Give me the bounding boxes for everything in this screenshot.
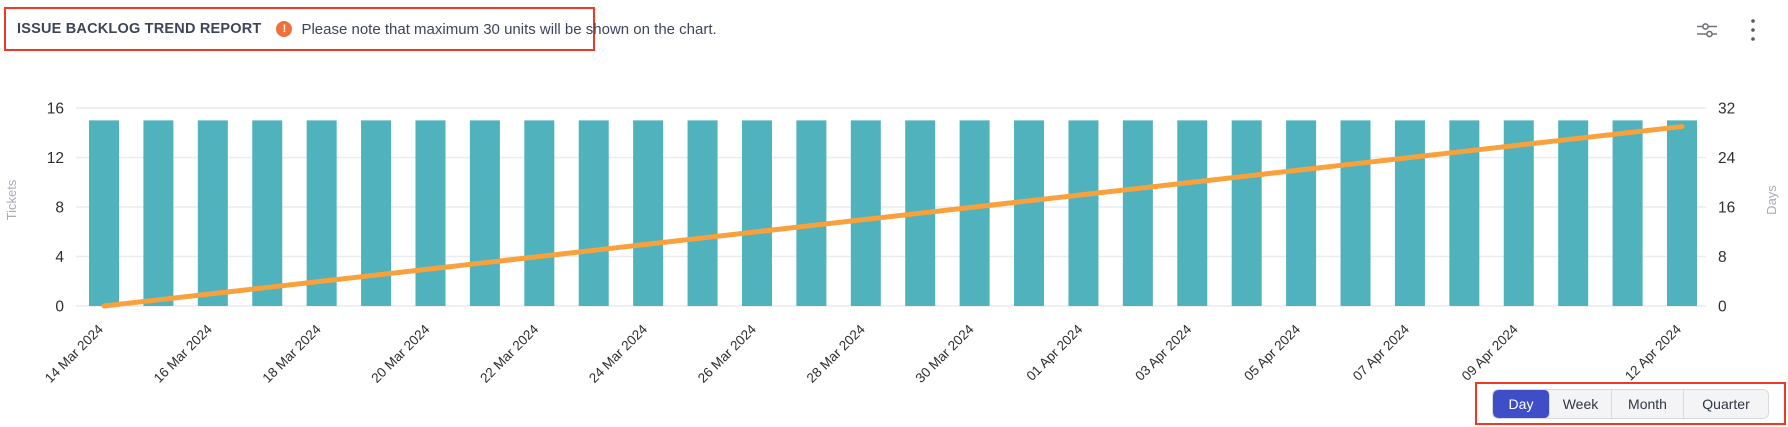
backlog-trend-chart: 0 4 8 12 16 0 8 16 24 32 Tickets Days 14 Mar 2024 16 … — [4, 101, 1779, 386]
bar[interactable] — [796, 120, 827, 306]
svg-text:8: 8 — [55, 200, 64, 217]
bar[interactable] — [524, 120, 555, 306]
bar[interactable] — [741, 120, 772, 306]
bar[interactable] — [1558, 120, 1589, 306]
svg-text:4: 4 — [55, 249, 64, 266]
max-units-note: Please note that maximum 30 units will b… — [301, 20, 717, 38]
svg-text:24: 24 — [1718, 150, 1736, 167]
bar[interactable] — [850, 120, 881, 306]
report-header: ISSUE BACKLOG TREND REPORT ! Please note… — [4, 7, 717, 51]
svg-text:05 Apr 2024: 05 Apr 2024 — [1241, 321, 1303, 383]
bar[interactable] — [306, 120, 337, 306]
svg-text:28 Mar 2024: 28 Mar 2024 — [804, 321, 869, 386]
bar[interactable] — [89, 120, 119, 306]
svg-text:30 Mar 2024: 30 Mar 2024 — [913, 321, 978, 386]
bar[interactable] — [1667, 120, 1697, 306]
bar[interactable] — [143, 120, 174, 306]
period-switcher-annotation: Day Week Month Quarter — [1475, 382, 1786, 425]
svg-text:0: 0 — [1718, 299, 1727, 316]
svg-text:22 Mar 2024: 22 Mar 2024 — [477, 321, 542, 386]
svg-text:12: 12 — [47, 150, 64, 167]
bar[interactable] — [1612, 120, 1643, 306]
bar[interactable] — [1068, 120, 1099, 306]
left-axis-ticks: 0 4 8 12 16 — [47, 101, 65, 316]
period-switcher: Day Week Month Quarter — [1492, 388, 1769, 419]
bar[interactable] — [1394, 120, 1425, 306]
svg-text:18 Mar 2024: 18 Mar 2024 — [260, 321, 325, 386]
svg-text:01 Apr 2024: 01 Apr 2024 — [1023, 321, 1085, 383]
svg-text:12 Apr 2024: 12 Apr 2024 — [1622, 321, 1684, 383]
svg-text:0: 0 — [55, 299, 64, 316]
bar[interactable] — [469, 120, 500, 306]
right-axis-ticks: 0 8 16 24 32 — [1718, 101, 1736, 316]
period-quarter-button[interactable]: Quarter — [1684, 389, 1768, 418]
svg-text:20 Mar 2024: 20 Mar 2024 — [368, 321, 433, 386]
bar[interactable] — [633, 120, 664, 306]
bar[interactable] — [197, 120, 228, 306]
filter-sliders-icon[interactable] — [1694, 17, 1720, 43]
x-axis-labels: 14 Mar 2024 16 Mar 2024 18 Mar 2024 20 Mar … — [42, 321, 1685, 386]
bar[interactable] — [1231, 120, 1262, 306]
svg-text:03 Apr 2024: 03 Apr 2024 — [1132, 321, 1194, 383]
line-series-days — [101, 124, 1685, 309]
svg-text:07 Apr 2024: 07 Apr 2024 — [1350, 321, 1412, 383]
page-title: ISSUE BACKLOG TREND REPORT — [17, 21, 262, 37]
warning-icon: ! — [276, 21, 293, 37]
chart-toolbar — [1694, 17, 1766, 43]
svg-text:09 Apr 2024: 09 Apr 2024 — [1459, 321, 1521, 383]
bar[interactable] — [1122, 120, 1153, 306]
svg-text:32: 32 — [1718, 101, 1735, 118]
period-day-button[interactable]: Day — [1493, 389, 1550, 418]
bar[interactable] — [252, 120, 283, 306]
svg-text:24 Mar 2024: 24 Mar 2024 — [586, 321, 651, 386]
kebab-menu-icon[interactable] — [1740, 17, 1766, 43]
bar[interactable] — [687, 120, 718, 306]
svg-text:16 Mar 2024: 16 Mar 2024 — [151, 321, 216, 386]
period-month-button[interactable]: Month — [1612, 389, 1684, 418]
svg-text:8: 8 — [1718, 249, 1727, 266]
svg-text:14 Mar 2024: 14 Mar 2024 — [42, 321, 107, 386]
gridlines — [76, 107, 1706, 307]
bar[interactable] — [578, 120, 609, 306]
bar[interactable] — [415, 120, 446, 306]
svg-text:16: 16 — [1718, 200, 1735, 217]
bar[interactable] — [1340, 120, 1371, 306]
bar[interactable] — [1177, 120, 1208, 306]
period-week-button[interactable]: Week — [1550, 389, 1612, 418]
bar[interactable] — [959, 120, 990, 306]
svg-text:26 Mar 2024: 26 Mar 2024 — [695, 321, 760, 386]
bar[interactable] — [1014, 120, 1045, 306]
bar[interactable] — [1286, 120, 1317, 306]
right-axis-title: Days — [1764, 185, 1779, 215]
bar[interactable] — [1503, 120, 1534, 306]
svg-text:16: 16 — [47, 101, 64, 118]
left-axis-title: Tickets — [4, 179, 19, 220]
